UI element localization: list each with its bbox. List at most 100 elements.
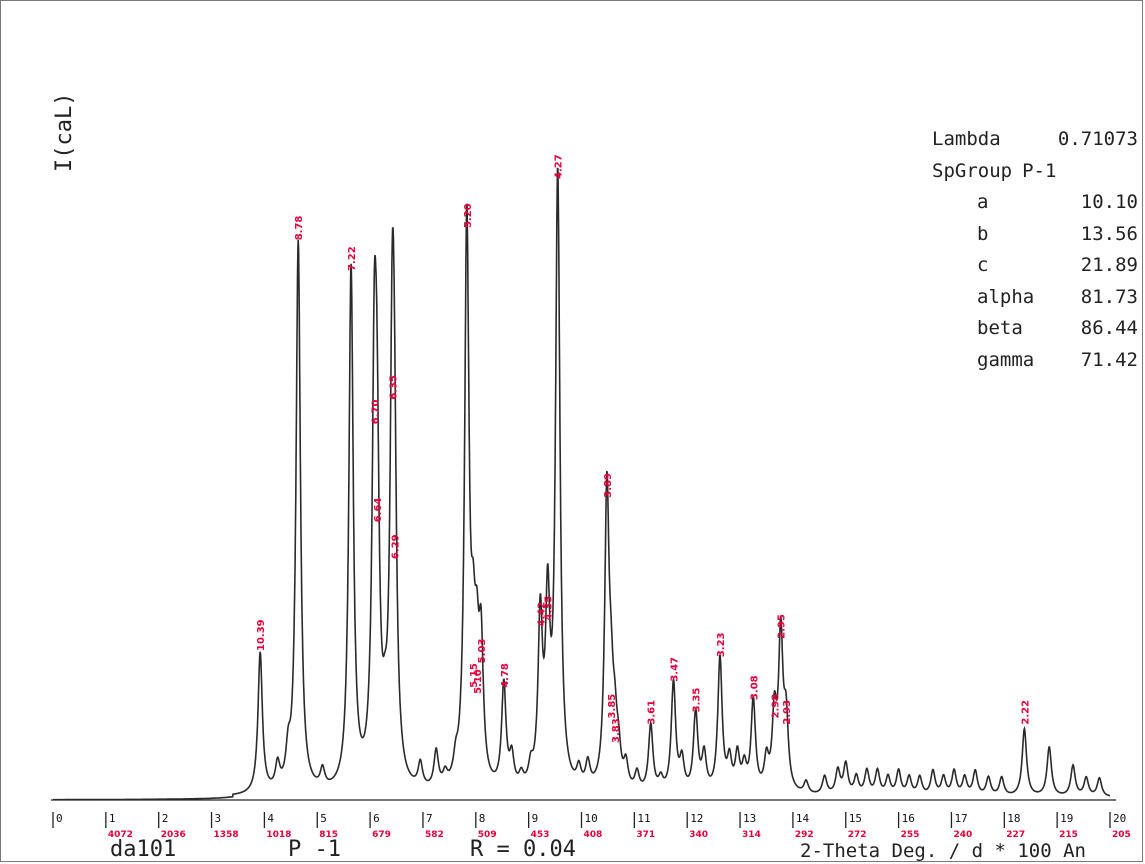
x-tick-d-spacing-label: 4072 xyxy=(108,830,133,840)
x-tick-d-spacing-label: 240 xyxy=(953,830,972,840)
x-tick-d-spacing-label: 371 xyxy=(636,830,655,840)
cell-param-name: beta xyxy=(977,317,1023,339)
cell-param-name: c xyxy=(977,254,989,276)
cell-param-value: 21.89 xyxy=(1080,254,1138,276)
r-factor: R = 0.04 xyxy=(470,837,576,862)
x-tick-label: 5 xyxy=(320,812,327,825)
x-tick-label: 0 xyxy=(56,812,63,825)
x-tick-label: 4 xyxy=(267,812,274,825)
x-tick-d-spacing-label: 215 xyxy=(1059,830,1078,840)
x-tick-label: 17 xyxy=(954,812,967,825)
cell-param-value: 81.73 xyxy=(1080,285,1138,308)
x-tick-label: 12 xyxy=(690,812,703,825)
x-tick-d-spacing-label: 340 xyxy=(689,830,708,840)
x-tick-d-spacing-label: 1018 xyxy=(266,830,291,840)
x-tick-d-spacing-label: 292 xyxy=(795,830,814,840)
x-tick-label: 14 xyxy=(796,812,810,825)
peak-label: 4.78 xyxy=(500,663,511,688)
x-tick-label: 9 xyxy=(532,812,539,825)
cell-param-value: 13.56 xyxy=(1080,222,1138,245)
peak-label: 4.35 xyxy=(544,596,555,621)
peak-label: 5.15 xyxy=(469,663,480,688)
cell-gamma-row: gamma 71.42 xyxy=(932,345,1138,377)
peak-label: 8.78 xyxy=(294,216,305,241)
x-tick-d-spacing-label: 1358 xyxy=(214,830,239,840)
lambda-value: 0.71073 xyxy=(1057,128,1138,150)
x-tick-label: 6 xyxy=(373,812,380,825)
y-axis-label: I(caL) xyxy=(52,92,77,172)
x-tick-label: 15 xyxy=(849,812,862,825)
x-tick-d-spacing-label: 227 xyxy=(1006,830,1025,840)
x-tick-d-spacing-label: 815 xyxy=(319,830,338,840)
peak-label: 10.39 xyxy=(256,619,267,651)
cell-alpha-row: alpha 81.73 xyxy=(932,282,1138,314)
peak-label: 4.27 xyxy=(554,154,565,179)
peak-label: 3.89 xyxy=(603,473,614,498)
cell-param-name: a xyxy=(977,191,989,213)
peak-label: 3.23 xyxy=(716,632,727,657)
lambda-row: Lambda 0.71073 xyxy=(932,124,1138,156)
peak-label: 3.08 xyxy=(749,675,760,700)
peak-label: 5.20 xyxy=(463,203,474,228)
x-tick-label: 13 xyxy=(743,812,756,825)
x-tick-d-spacing-label: 582 xyxy=(425,830,444,840)
cell-parameters-panel: Lambda 0.71073 SpGroup P-1 a 10.10 b 13.… xyxy=(932,124,1138,376)
spgroup-value: P-1 xyxy=(1022,159,1057,182)
peak-label: 3.83 xyxy=(611,718,622,743)
x-tick-label: 7 xyxy=(426,812,433,825)
peak-label: 3.61 xyxy=(647,700,658,725)
cell-beta-row: beta 86.44 xyxy=(932,313,1138,345)
peak-label: 5.03 xyxy=(477,639,488,664)
x-tick-label: 18 xyxy=(1007,812,1020,825)
peak-label: 6.70 xyxy=(370,399,381,424)
x-tick-label: 10 xyxy=(585,812,598,825)
x-tick-label: 3 xyxy=(215,812,222,825)
x-tick-d-spacing-label: 453 xyxy=(531,830,550,840)
peak-labels: 10.39 8.78 7.22 6.70 6.64 6.35 6.29 5.20 5.155.1… xyxy=(256,154,1031,743)
peak-label: 3.35 xyxy=(692,688,703,713)
x-tick-label: 11 xyxy=(637,812,650,825)
x-tick-d-spacing-label: 205 xyxy=(1112,830,1131,840)
peak-label: 2.95 xyxy=(777,614,788,639)
cell-param-name: b xyxy=(977,222,989,245)
x-axis: 0 140722203631358410185815667975828509945… xyxy=(51,799,1131,840)
cell-param-value: 10.10 xyxy=(1080,191,1138,213)
peak-label: 7.22 xyxy=(347,246,358,271)
sample-name: da101 xyxy=(110,837,177,862)
x-tick-d-spacing-label: 255 xyxy=(901,830,920,840)
peak-label: 2.98 xyxy=(770,694,781,719)
cell-param-name: gamma xyxy=(977,348,1035,371)
x-tick-label: 19 xyxy=(1060,812,1073,825)
spgroup-label: SpGroup xyxy=(932,159,1013,182)
peak-label: 5.10 xyxy=(473,669,484,694)
x-tick-d-spacing-label: 679 xyxy=(372,830,391,840)
cell-param-value: 86.44 xyxy=(1080,317,1138,339)
spgroup-row: SpGroup P-1 xyxy=(932,156,1138,188)
x-tick-d-spacing-label: 408 xyxy=(584,830,603,840)
x-axis-title: 2-Theta Deg. / d * 100 An xyxy=(800,840,1086,862)
x-tick-d-spacing-label: 2036 xyxy=(161,830,186,840)
x-tick-label: 8 xyxy=(479,812,486,825)
x-tick-label: 2 xyxy=(162,812,169,825)
cell-b-row: b 13.56 xyxy=(932,219,1138,251)
lambda-label: Lambda xyxy=(932,128,1001,150)
peak-label: 2.22 xyxy=(1020,700,1031,725)
peak-label: 3.47 xyxy=(669,657,680,682)
cell-a-row: a 10.10 xyxy=(932,187,1138,219)
x-tick-label: 16 xyxy=(902,812,915,825)
peak-label: 6.64 xyxy=(373,498,384,523)
peak-label: 6.29 xyxy=(390,534,401,559)
cell-c-row: c 21.89 xyxy=(932,250,1138,282)
footer-spacegroup: P -1 xyxy=(288,837,341,862)
x-tick-label: 1 xyxy=(109,812,116,825)
peak-label: 6.35 xyxy=(388,375,399,400)
diffraction-pattern-line xyxy=(53,167,1111,801)
peak-label: 4.42 xyxy=(536,602,547,627)
x-tick-d-spacing-label: 272 xyxy=(848,830,867,840)
x-tick-label: 20 xyxy=(1113,812,1126,825)
cell-param-name: alpha xyxy=(977,285,1035,308)
x-tick-d-spacing-label: 314 xyxy=(742,830,761,840)
x-tick-d-spacing-label: 509 xyxy=(478,830,497,840)
